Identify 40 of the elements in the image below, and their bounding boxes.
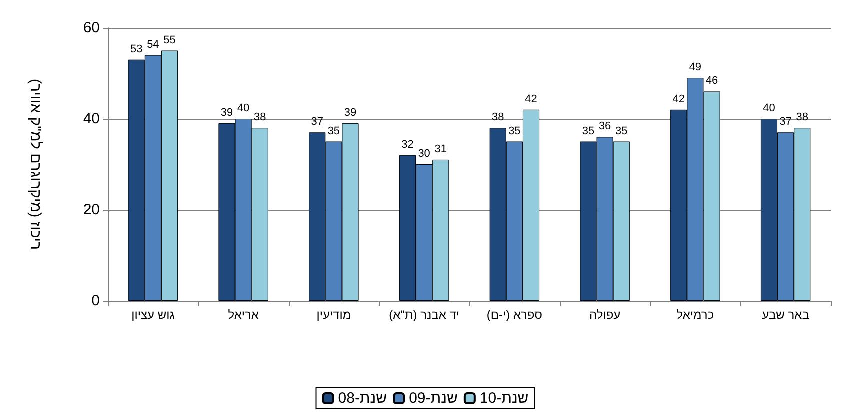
data-label: 31	[434, 143, 448, 156]
data-label: 40	[763, 102, 776, 114]
data-label: 46	[706, 75, 718, 88]
x-tick-label: מודיעין	[316, 308, 352, 322]
y-tick-label: 60	[83, 20, 100, 36]
data-label: 42	[525, 93, 538, 106]
data-label: 54	[147, 38, 160, 51]
data-label: 42	[672, 93, 685, 106]
data-label: 38	[254, 112, 266, 124]
data-label: 32	[402, 138, 414, 151]
data-label: 35	[508, 125, 521, 138]
y-tick-label: 40	[83, 110, 100, 128]
y-tick-label: 20	[83, 202, 100, 218]
x-tick-label: יד אבנר (ת"א)	[389, 308, 460, 322]
data-label: 49	[689, 62, 702, 74]
legend-label: שנת-10	[480, 390, 529, 407]
data-label: 39	[344, 107, 357, 120]
data-label: 39	[220, 107, 234, 120]
data-label: 53	[130, 43, 143, 56]
data-label: 40	[237, 102, 250, 114]
data-label: 55	[164, 34, 176, 46]
data-label: 30	[418, 148, 430, 160]
x-tick-label: עפולה	[589, 308, 621, 322]
x-tick-label: גוש עציון	[132, 308, 175, 322]
x-tick-label: כרמיאל	[676, 308, 714, 322]
data-label: 35	[582, 125, 595, 138]
y-axis-title: ריכוז (מיקרוגרם למ"ק אוויר)	[27, 78, 44, 250]
data-label: 35	[616, 125, 628, 138]
y-tick-label: 0	[92, 292, 100, 310]
legend-label: שנת-09	[409, 390, 458, 407]
data-label: 37	[780, 116, 792, 128]
x-tick-label: אריאל	[228, 308, 260, 322]
x-tick-label: באר שבע	[762, 308, 810, 322]
data-label: 37	[311, 116, 324, 128]
data-label: 35	[328, 125, 340, 138]
legend-label: שנת-08	[338, 390, 388, 407]
x-tick-label: ספרא (י-ם)	[486, 308, 543, 322]
data-label: 38	[492, 112, 504, 124]
data-label: 38	[796, 112, 809, 124]
data-label: 36	[598, 120, 612, 133]
